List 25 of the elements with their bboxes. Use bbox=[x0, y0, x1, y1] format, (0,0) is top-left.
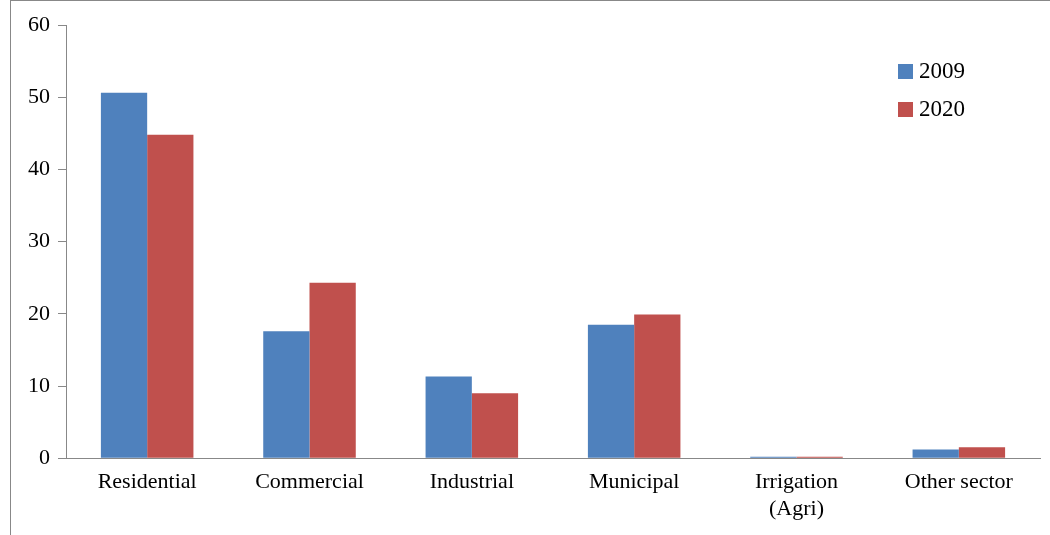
bar bbox=[309, 282, 356, 458]
y-tick-label: 30 bbox=[28, 227, 50, 253]
bar bbox=[425, 376, 472, 458]
legend-label: 2020 bbox=[919, 96, 965, 122]
y-tick-label: 50 bbox=[28, 82, 50, 108]
bar bbox=[912, 449, 959, 458]
bar bbox=[958, 447, 1006, 458]
x-tick-label: Industrial bbox=[429, 468, 514, 494]
x-tick-label: Other sector bbox=[904, 468, 1014, 494]
y-tick-label: 20 bbox=[28, 299, 50, 325]
y-tick-label: 10 bbox=[28, 371, 50, 397]
x-tick-label: Irrigation (Agri) bbox=[754, 468, 839, 520]
x-tick-label: Municipal bbox=[588, 468, 680, 494]
bar bbox=[100, 92, 148, 458]
bar bbox=[263, 331, 310, 458]
x-tick-label: Residential bbox=[97, 468, 197, 494]
bar bbox=[634, 314, 681, 458]
y-tick-label: 0 bbox=[39, 443, 50, 469]
y-tick-label: 40 bbox=[28, 155, 50, 181]
bar bbox=[147, 134, 194, 458]
y-tick-label: 60 bbox=[28, 10, 50, 36]
bar bbox=[587, 324, 635, 458]
bar bbox=[471, 393, 519, 458]
legend-label: 2009 bbox=[919, 58, 965, 84]
x-tick-label: Commercial bbox=[255, 468, 364, 494]
